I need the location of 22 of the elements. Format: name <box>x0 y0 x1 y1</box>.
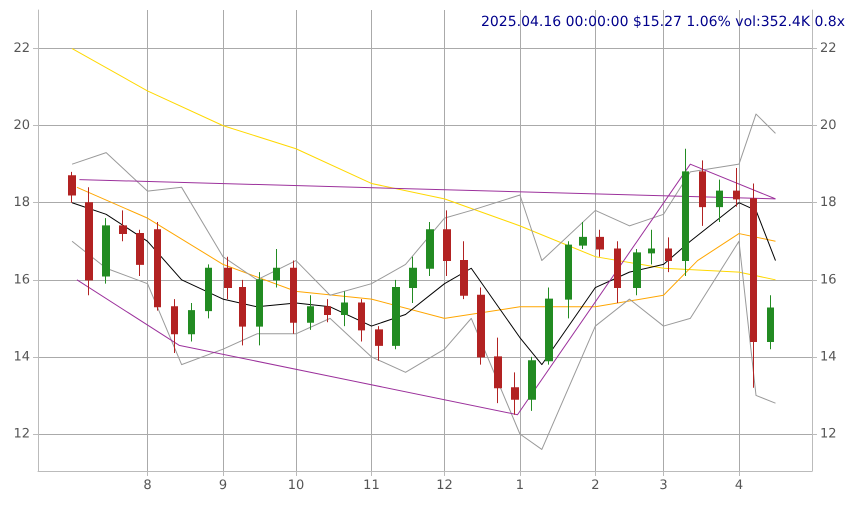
x-tick-label: 8 <box>143 478 152 493</box>
y-tick-label: 22 <box>13 41 30 56</box>
y-tick-label: 12 <box>13 426 30 442</box>
x-tick-label: 10 <box>288 478 304 493</box>
y2-tick-label: 18 <box>820 195 837 210</box>
y-tick-label: 20 <box>13 118 30 134</box>
y-tick-label: 14 <box>13 349 30 364</box>
y2-tick-label: 12 <box>820 426 837 442</box>
chart-title: 2025.04.16 00:00:00 $15.27 1.06% vol:352.4K 0.8x <box>480 14 845 30</box>
y2-tick-label: 16 <box>820 272 837 288</box>
y2-tick-label: 14 <box>820 349 837 364</box>
x-tick-label: 11 <box>363 478 380 493</box>
y-tick-label: 18 <box>13 195 30 210</box>
x-tick-label: 12 <box>436 478 453 493</box>
y2-tick-label: 20 <box>820 118 837 134</box>
y-tick-label: 16 <box>13 272 30 288</box>
x-tick-label: 9 <box>218 478 228 493</box>
x-tick-label: 4 <box>734 478 744 493</box>
x-tick-label: 3 <box>659 478 668 493</box>
y2-tick-label: 22 <box>820 41 837 56</box>
x-tick-label: 1 <box>516 478 524 493</box>
x-tick-label: 2 <box>591 478 600 493</box>
